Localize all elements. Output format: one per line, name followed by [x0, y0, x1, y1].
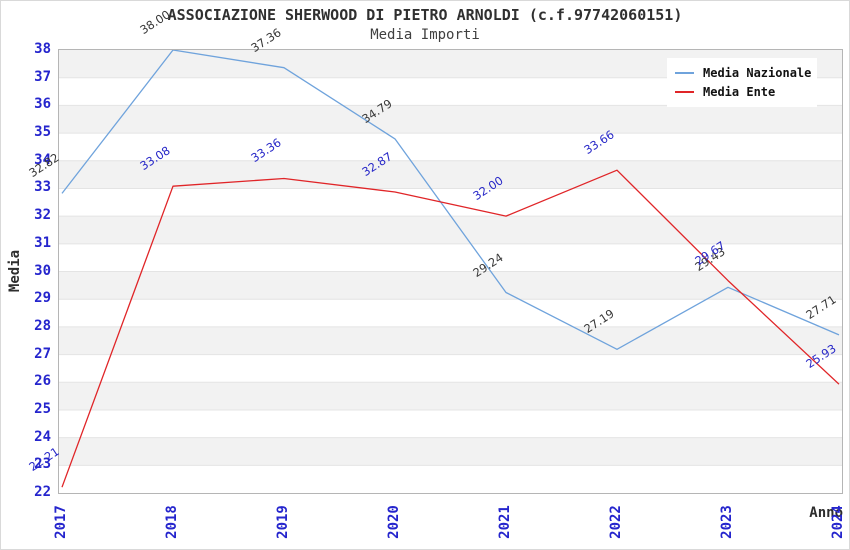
legend-label-ente: Media Ente [703, 84, 776, 99]
band [59, 105, 842, 134]
x-tick-label: 2021 [497, 505, 513, 539]
y-tick-label: 32 [34, 207, 51, 224]
y-tick-label: 33 [34, 179, 51, 196]
y-tick-label: 24 [34, 428, 51, 445]
y-tick-label: 26 [34, 373, 51, 390]
y-tick-label: 34 [34, 151, 51, 168]
legend-item-media-ente: Media Ente [675, 82, 809, 101]
y-tick-label: 37 [34, 68, 51, 85]
x-tick-label: 2018 [164, 505, 180, 539]
plot-area: 32.82 38.00 37.36 34.79 29.24 27.19 29.43 27.71… [26, 7, 843, 494]
band [59, 216, 842, 244]
band [59, 437, 842, 466]
legend-line-sample-ente [675, 90, 694, 93]
plot-svg [59, 50, 842, 488]
y-tick-label: 30 [34, 262, 51, 279]
x-tick-label: 2023 [719, 505, 735, 539]
y-tick-label: 23 [34, 456, 51, 473]
chart-title: ASSOCIAZIONE SHERWOOD DI PIETRO ARNOLDI … [167, 6, 683, 24]
y-tick-label: 27 [34, 345, 51, 362]
band [59, 271, 842, 300]
x-tick-label: 2020 [386, 505, 402, 539]
y-tick-label: 25 [34, 400, 51, 417]
series-line-0 [61, 50, 840, 350]
x-tick-label: 2017 [53, 505, 69, 539]
legend-item-media-nazionale: Media Nazionale [675, 63, 812, 82]
band [59, 160, 842, 189]
y-tick-label: 35 [34, 124, 51, 141]
band [59, 326, 842, 355]
y-tick-label: 38 [34, 41, 51, 57]
band [59, 382, 842, 410]
y-tick-label: 31 [34, 234, 51, 251]
legend-line-sample-nazionale [675, 71, 694, 74]
series-line-1 [61, 169, 840, 488]
x-tick-label: 2019 [275, 505, 291, 539]
x-tick-label: 2024 [830, 505, 846, 539]
y-tick-label: 36 [34, 96, 51, 113]
x-tick-label: 2022 [608, 505, 624, 539]
legend-label-nazionale: Media Nazionale [703, 65, 812, 80]
x-axis-title: Anno [809, 505, 843, 521]
chart-subtitle: Media Importi [370, 27, 480, 43]
legend: Media Nazionale Media Ente [667, 58, 817, 107]
y-tick-label: 29 [34, 290, 51, 307]
y-tick-label: 28 [34, 317, 51, 334]
y-tick-label: 22 [34, 484, 51, 500]
